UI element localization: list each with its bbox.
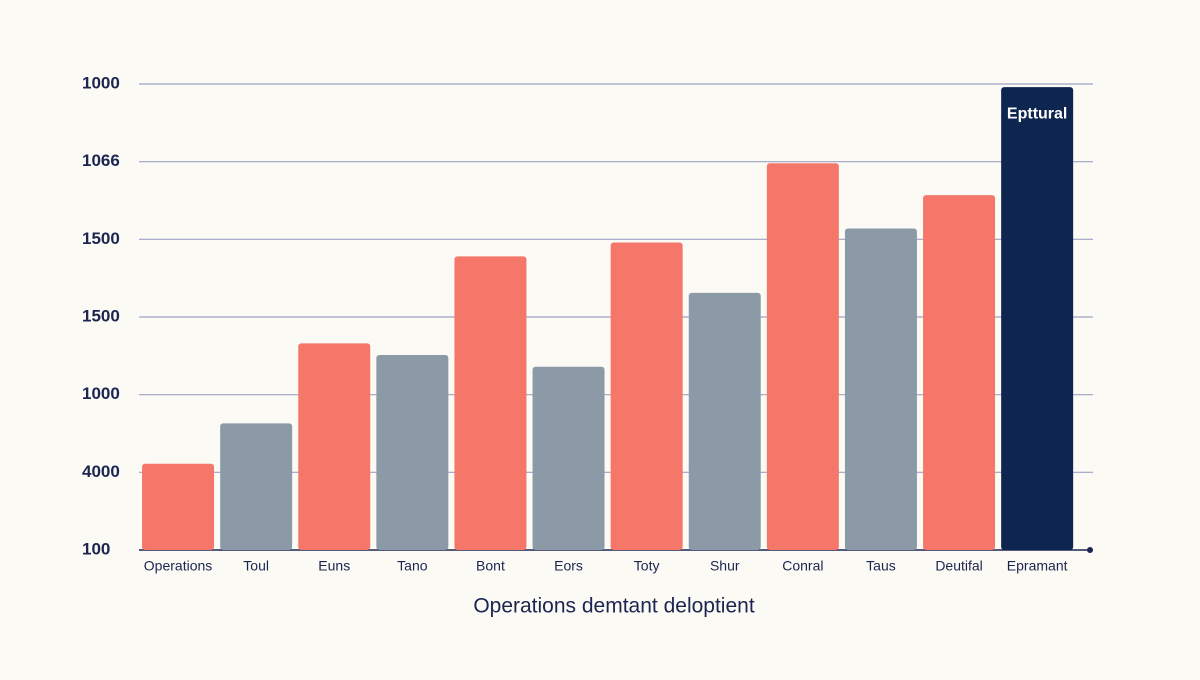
bar-annotation: Epttural: [1007, 105, 1067, 122]
bar: [923, 195, 996, 550]
y-tick-label: 1500: [82, 306, 120, 325]
bar: [142, 463, 215, 550]
y-tick-label: 1066: [82, 151, 120, 170]
x-tick-label: Taus: [866, 558, 896, 574]
x-tick-label: Epramant: [1007, 558, 1068, 574]
x-tick-label: Conral: [782, 558, 823, 574]
x-tick-label: Shur: [710, 558, 740, 574]
y-tick-label: 100: [82, 539, 110, 558]
bar: [376, 355, 449, 550]
x-tick-label: Toul: [243, 558, 269, 574]
y-tick-label: 4000: [82, 462, 120, 481]
bar: [610, 242, 683, 550]
x-tick-label: Toty: [634, 558, 660, 574]
axis-end-dot: [1087, 547, 1093, 553]
y-tick-label: 1500: [82, 229, 120, 248]
bar: [220, 423, 293, 550]
bar: [688, 292, 761, 550]
x-tick-label: Operations: [144, 558, 212, 574]
bar: [532, 366, 605, 550]
y-tick-label: 1000: [82, 73, 120, 92]
x-tick-label: Euns: [318, 558, 350, 574]
bar: [844, 228, 917, 550]
x-tick-label: Bont: [476, 558, 505, 574]
bar: [454, 256, 527, 550]
x-tick-label: Tano: [397, 558, 428, 574]
x-tick-label: Deutifal: [935, 558, 982, 574]
bar: [298, 343, 371, 550]
y-tick-label: 1000: [82, 384, 120, 403]
bar: [766, 163, 839, 550]
x-tick-label: Eors: [554, 558, 583, 574]
x-axis-title: Operations demtant deloptient: [473, 595, 755, 618]
bar: [1001, 87, 1074, 551]
